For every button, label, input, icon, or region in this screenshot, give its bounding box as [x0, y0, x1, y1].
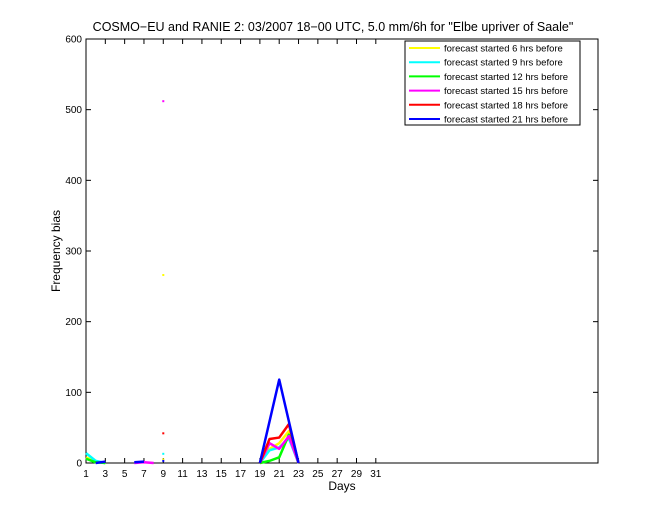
x-tick-label: 5 [122, 469, 128, 480]
series-line [134, 460, 145, 464]
legend-entry-label: forecast started 6 hrs before [444, 44, 563, 55]
legend-entry-label: forecast started 21 hrs before [444, 115, 568, 126]
data-point [162, 100, 165, 103]
x-tick-label: 15 [216, 469, 228, 480]
y-axis: 0 100 200 300 400 500 600 [65, 35, 598, 470]
legend: forecast started 6 hrs before forecast st… [404, 40, 581, 126]
series-line [95, 460, 106, 465]
data-point [162, 432, 165, 435]
data-point [162, 452, 165, 455]
x-tick-label: 27 [332, 469, 344, 480]
y-tick-label: 500 [65, 105, 82, 116]
x-tick-label: 31 [370, 469, 382, 480]
x-axis: 1 3 5 7 9 11 13 15 17 19 21 23 25 27 29 31 [83, 39, 382, 480]
legend-entry-label: forecast started 15 hrs before [444, 86, 568, 97]
y-tick-label: 300 [65, 247, 82, 258]
data-point [162, 458, 165, 461]
legend-entry-label: forecast started 9 hrs before [444, 58, 563, 69]
x-axis-label: Days [328, 479, 355, 493]
data-point [162, 459, 165, 462]
legend-entry-label: forecast started 12 hrs before [444, 72, 568, 83]
x-tick-label: 19 [254, 469, 266, 480]
y-tick-label: 0 [76, 459, 82, 470]
series-6 [95, 378, 300, 465]
y-tick-label: 200 [65, 317, 82, 328]
x-tick-label: 1 [83, 469, 89, 480]
legend-entry-label: forecast started 18 hrs before [444, 100, 568, 111]
y-tick-label: 100 [65, 388, 82, 399]
legend-box [404, 40, 581, 126]
x-tick-label: 25 [312, 469, 324, 480]
y-axis-label: Frequency bias [49, 210, 63, 292]
x-tick-label: 9 [161, 469, 167, 480]
x-tick-label: 11 [177, 469, 188, 480]
x-tick-label: 13 [196, 469, 208, 480]
y-tick-label: 600 [65, 35, 82, 46]
x-tick-label: 7 [141, 469, 147, 480]
x-tick-label: 23 [293, 469, 305, 480]
x-tick-label: 21 [274, 469, 286, 480]
y-tick-label: 400 [65, 176, 82, 187]
x-tick-label: 17 [235, 469, 247, 480]
series-layer [85, 100, 300, 465]
x-tick-label: 3 [103, 469, 109, 480]
x-tick-label: 29 [351, 469, 363, 480]
data-point [162, 274, 165, 277]
chart-title: COSMO−EU and RANIE 2: 03/2007 18−00 UTC,… [93, 20, 574, 34]
series-line [258, 378, 300, 464]
